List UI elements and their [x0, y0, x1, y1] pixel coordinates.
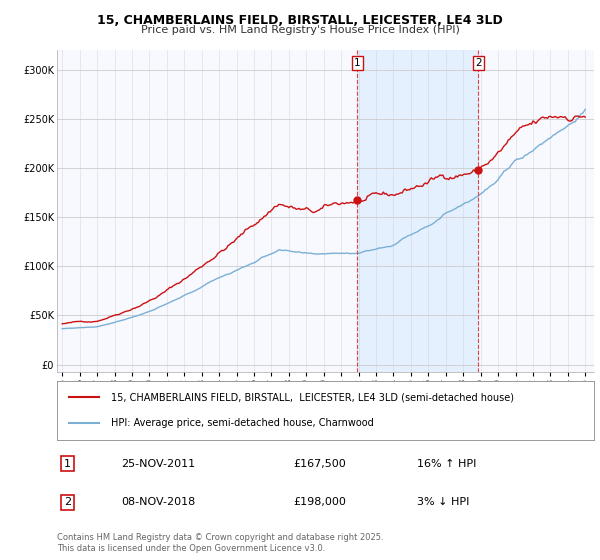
Text: 16% ↑ HPI: 16% ↑ HPI	[417, 459, 476, 469]
Bar	[357, 50, 478, 372]
Text: 3% ↓ HPI: 3% ↓ HPI	[417, 497, 469, 507]
Text: Price paid vs. HM Land Registry's House Price Index (HPI): Price paid vs. HM Land Registry's House …	[140, 25, 460, 35]
Text: 15, CHAMBERLAINS FIELD, BIRSTALL,  LEICESTER, LE4 3LD (semi-detached house): 15, CHAMBERLAINS FIELD, BIRSTALL, LEICES…	[111, 392, 514, 402]
Text: £167,500: £167,500	[293, 459, 346, 469]
Text: 2: 2	[64, 497, 71, 507]
Text: 1: 1	[354, 58, 361, 68]
Text: 2: 2	[475, 58, 482, 68]
Text: 15, CHAMBERLAINS FIELD, BIRSTALL, LEICESTER, LE4 3LD: 15, CHAMBERLAINS FIELD, BIRSTALL, LEICES…	[97, 14, 503, 27]
Text: Contains HM Land Registry data © Crown copyright and database right 2025.
This d: Contains HM Land Registry data © Crown c…	[57, 533, 383, 553]
Text: 08-NOV-2018: 08-NOV-2018	[121, 497, 196, 507]
Text: 25-NOV-2011: 25-NOV-2011	[121, 459, 196, 469]
Text: £198,000: £198,000	[293, 497, 346, 507]
Text: 1: 1	[64, 459, 71, 469]
Text: HPI: Average price, semi-detached house, Charnwood: HPI: Average price, semi-detached house,…	[111, 418, 373, 428]
